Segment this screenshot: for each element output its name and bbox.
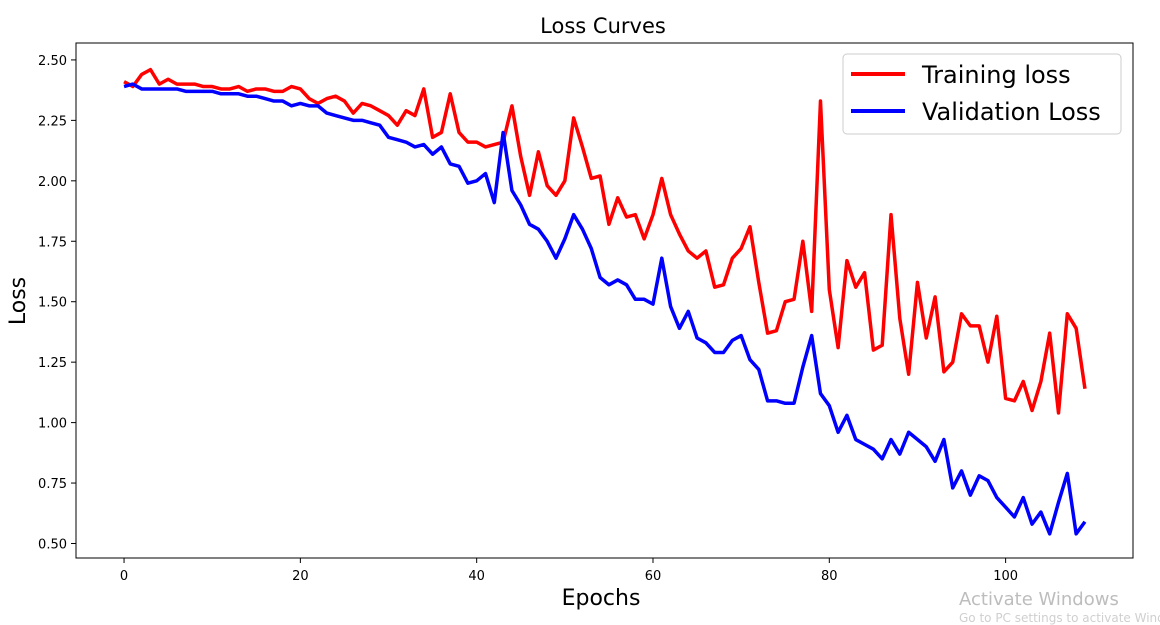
training-loss-line bbox=[123, 67, 1087, 415]
y-tick-label: 1.25 bbox=[38, 356, 67, 371]
y-axis-ticks: 0.50 0.75 1.00 1.25 1.50 1.75 2.00 2.25 2.50 bbox=[38, 54, 76, 552]
x-tick-label: 60 bbox=[645, 569, 662, 584]
y-axis-label: Loss bbox=[6, 277, 31, 325]
x-axis-label: Epochs bbox=[562, 586, 641, 611]
legend-label-training: Training loss bbox=[921, 61, 1071, 89]
y-tick-label: 0.75 bbox=[38, 477, 67, 492]
validation-loss-line bbox=[123, 82, 1087, 536]
y-tick-label: 1.50 bbox=[38, 296, 67, 311]
x-axis-ticks: 0 20 40 60 80 100 bbox=[120, 558, 1018, 584]
legend-box bbox=[842, 53, 1122, 135]
y-tick-label: 1.00 bbox=[38, 417, 67, 432]
series-lines bbox=[123, 67, 1087, 536]
x-tick-label: 80 bbox=[821, 569, 838, 584]
plot-frame bbox=[75, 42, 1134, 559]
x-tick-label: 0 bbox=[120, 569, 128, 584]
y-tick-label: 2.50 bbox=[38, 54, 67, 69]
legend-label-validation: Validation Loss bbox=[922, 98, 1101, 126]
chart-title: Loss Curves bbox=[540, 14, 666, 38]
x-tick-label: 100 bbox=[993, 569, 1018, 584]
y-tick-label: 2.25 bbox=[38, 114, 67, 129]
y-tick-label: 2.00 bbox=[38, 175, 67, 190]
activate-windows-subtext: Go to PC settings to activate Windows. bbox=[959, 611, 1160, 625]
y-tick-label: 1.75 bbox=[38, 235, 67, 250]
x-tick-label: 20 bbox=[292, 569, 309, 584]
activate-windows-watermark: Activate Windows bbox=[959, 589, 1119, 610]
y-tick-label: 0.50 bbox=[38, 537, 67, 552]
legend: Training loss Validation Loss bbox=[842, 53, 1122, 135]
x-tick-label: 40 bbox=[468, 569, 485, 584]
